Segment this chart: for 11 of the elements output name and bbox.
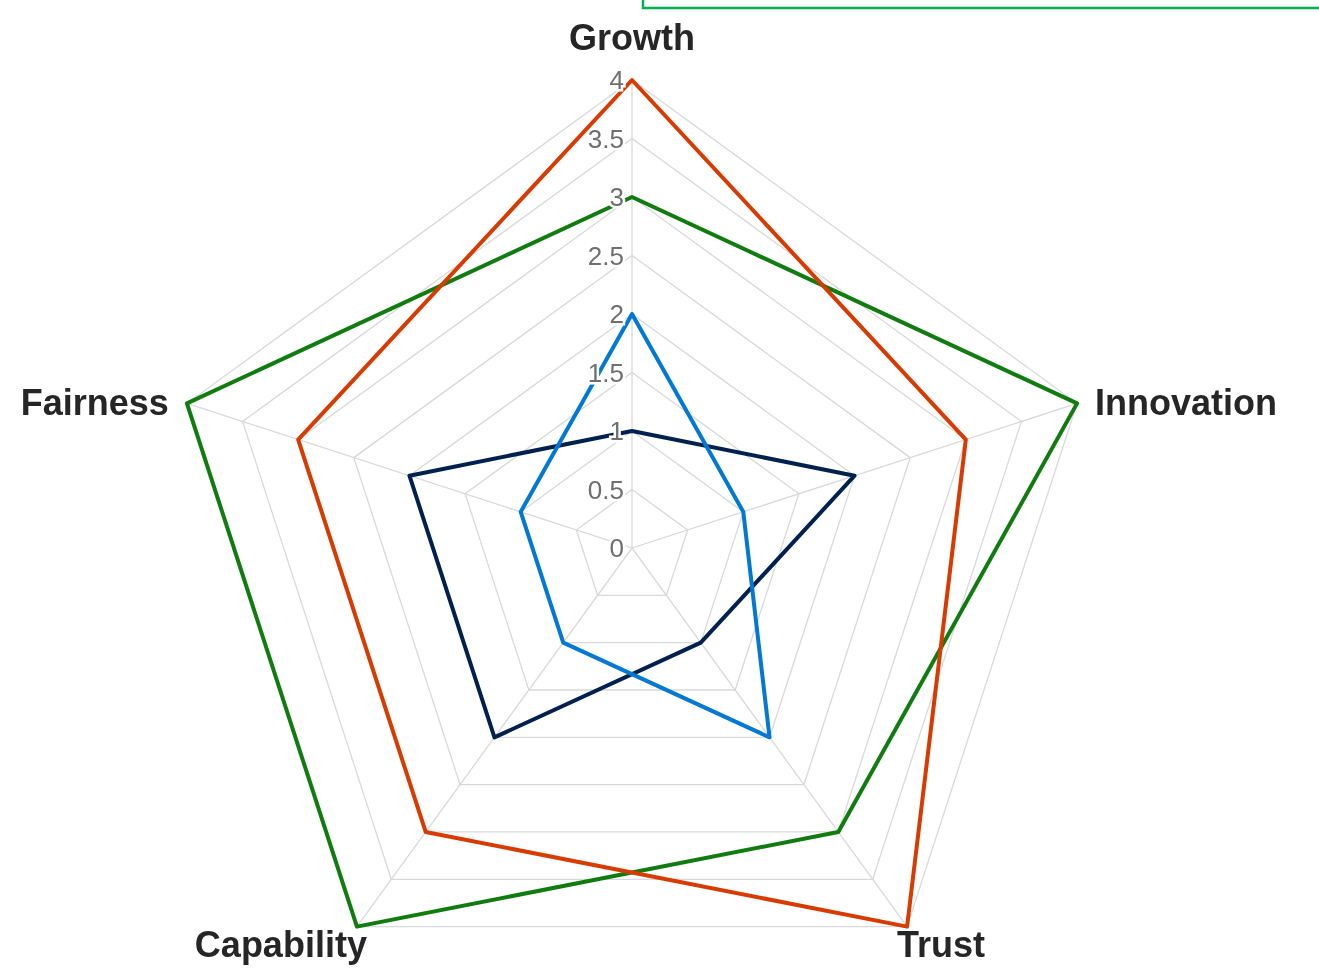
spoke-label: Innovation bbox=[1095, 382, 1278, 424]
spoke-label: Growth bbox=[569, 17, 695, 58]
y-tick-label: 0 bbox=[609, 533, 624, 563]
spoke-label: Capability bbox=[194, 923, 367, 965]
y-tick-label: 2 bbox=[609, 299, 624, 329]
y-tick-label: 4 bbox=[609, 65, 624, 95]
y-tick-label: 0.5 bbox=[587, 474, 624, 505]
y-tick-label: 2.5 bbox=[587, 240, 624, 271]
spoke-label: Trust bbox=[897, 923, 986, 965]
y-tick-label: 3.5 bbox=[587, 123, 624, 154]
spoke-label: Fairness bbox=[20, 382, 169, 424]
